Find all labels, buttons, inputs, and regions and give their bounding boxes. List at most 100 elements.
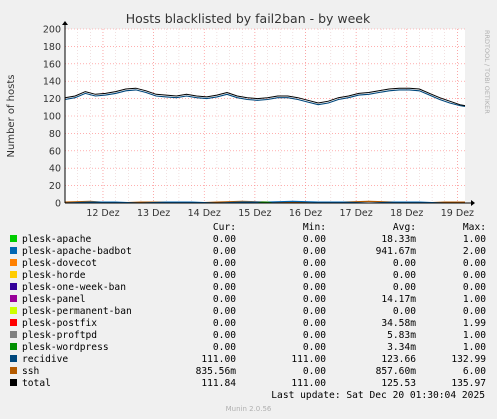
legend-swatch [10, 306, 17, 314]
legend-max-value: 1.00 [462, 330, 486, 341]
legend-cur-value: 0.00 [212, 246, 236, 257]
legend-cur-value: 0.00 [212, 258, 236, 269]
legend-cur-value: 0.00 [212, 282, 236, 293]
legend-table: Cur: Min: Avg: Max: plesk-apache 0.00 0.00… [10, 222, 486, 390]
legend-name-cell: plesk-dovecot [10, 258, 170, 270]
legend-header-spacer [10, 222, 170, 234]
legend-cur-value: 0.00 [212, 330, 236, 341]
legend-name: plesk-proftpd [22, 330, 98, 341]
legend-name-cell: plesk-permanent-ban [10, 306, 170, 318]
legend-swatch [10, 246, 17, 254]
x-tick-label: 12 Dez [86, 208, 119, 219]
legend-swatch [10, 294, 17, 302]
legend-swatch [10, 342, 17, 350]
legend-max-value: 135.97 [451, 378, 486, 389]
legend-row: total 111.84 111.00 125.53 135.97 [10, 378, 486, 390]
y-tick-label: 60 [49, 146, 61, 157]
legend-avg-value: 941.67m [375, 246, 416, 257]
legend-cur-value: 111.00 [201, 354, 236, 365]
legend-cur-value: 0.00 [212, 318, 236, 329]
legend-swatch [10, 378, 17, 386]
y-tick-label: 20 [49, 181, 61, 192]
legend-row: plesk-dovecot 0.00 0.00 0.00 0.00 [10, 258, 486, 270]
legend-avg-value: 123.66 [381, 354, 416, 365]
legend-row: plesk-horde 0.00 0.00 0.00 0.00 [10, 270, 486, 282]
x-tick-label: 18 Dez [390, 208, 423, 219]
y-tick-label: 80 [49, 129, 61, 140]
legend-max-value: 1.99 [462, 318, 486, 329]
x-tick-label: 15 Dez [238, 208, 271, 219]
legend-swatch [10, 282, 17, 290]
legend-name: ssh [22, 366, 40, 377]
legend-min-value: 0.00 [302, 258, 326, 269]
legend-name-cell: ssh [10, 366, 170, 378]
legend-row: plesk-permanent-ban 0.00 0.00 0.00 0.00 [10, 306, 486, 318]
munin-version: Munin 2.0.56 [225, 405, 272, 413]
legend-row: plesk-one-week-ban 0.00 0.00 0.00 0.00 [10, 282, 486, 294]
legend-row: plesk-apache 0.00 0.00 18.33m 1.00 [10, 234, 486, 246]
legend-name: plesk-panel [22, 294, 86, 305]
legend-cur-value: 0.00 [212, 306, 236, 317]
legend-max-value: 0.00 [462, 306, 486, 317]
legend-row: ssh 835.56m 0.00 857.60m 6.00 [10, 366, 486, 378]
series-line-total [64, 87, 466, 107]
y-axis-label: Number of hosts [6, 75, 17, 158]
legend-min-value: 0.00 [302, 294, 326, 305]
legend-max-value: 1.00 [462, 294, 486, 305]
legend-row: plesk-proftpd 0.00 0.00 5.83m 1.00 [10, 330, 486, 342]
legend-name: plesk-permanent-ban [22, 306, 132, 317]
legend-name: plesk-apache [22, 234, 92, 245]
legend-max-value: 0.00 [462, 282, 486, 293]
legend-avg-value: 125.53 [381, 378, 416, 389]
legend-body: Cur: Min: Avg: Max: plesk-apache 0.00 0.00… [10, 222, 486, 390]
legend-name: total [22, 378, 51, 389]
legend-name-cell: plesk-proftpd [10, 330, 170, 342]
legend-min-value: 0.00 [302, 342, 326, 353]
legend-avg-value: 5.83m [387, 330, 416, 341]
legend-row: recidive 111.00 111.00 123.66 132.99 [10, 354, 486, 366]
legend-avg-value: 0.00 [392, 306, 416, 317]
legend-avg-value: 0.00 [392, 258, 416, 269]
x-tick-label: 19 Dez [441, 208, 474, 219]
legend-name-cell: plesk-panel [10, 294, 170, 306]
legend-row: plesk-panel 0.00 0.00 14.17m 1.00 [10, 294, 486, 306]
legend-name-cell: total [10, 378, 170, 390]
axes: 0 20 40 60 80 100 120 140 160 180 200 12 Dez 13 Dez 1… [43, 21, 475, 219]
legend-name-cell: plesk-one-week-ban [10, 282, 170, 294]
legend-min-value: 0.00 [302, 270, 326, 281]
legend-avg-value: 34.58m [381, 318, 416, 329]
legend-swatch [10, 318, 17, 326]
legend-min-value: 0.00 [302, 234, 326, 245]
y-tick-label: 120 [43, 94, 61, 105]
legend-name: plesk-wordpress [22, 342, 109, 353]
legend-header-max: Max: [462, 222, 486, 233]
y-tick-label: 180 [43, 42, 61, 53]
x-axis-arrow-icon [471, 200, 475, 206]
x-tick-label: 16 Dez [289, 208, 322, 219]
legend-max-value: 6.00 [462, 366, 486, 377]
legend-cur-value: 0.00 [212, 270, 236, 281]
legend-header-cur: Cur: [212, 222, 236, 233]
legend-name-cell: plesk-horde [10, 270, 170, 282]
y-tick-label: 100 [43, 112, 61, 123]
legend-avg-value: 857.60m [375, 366, 416, 377]
x-tick-label: 14 Dez [188, 208, 221, 219]
legend-row: plesk-wordpress 0.00 0.00 3.34m 1.00 [10, 342, 486, 354]
legend-max-value: 2.00 [462, 246, 486, 257]
legend-swatch [10, 258, 17, 266]
legend-cur-value: 0.00 [212, 342, 236, 353]
legend-swatch [10, 330, 17, 338]
chart-title: Hosts blacklisted by fail2ban - by week [126, 11, 371, 26]
legend-cur-value: 111.84 [201, 378, 236, 389]
legend-avg-value: 18.33m [381, 234, 416, 245]
legend-max-value: 132.99 [451, 354, 486, 365]
legend-name-cell: recidive [10, 354, 170, 366]
x-tick-label: 13 Dez [137, 208, 170, 219]
legend-cur-value: 835.56m [195, 366, 236, 377]
y-axis-arrow-icon [62, 21, 68, 25]
y-tick-label: 140 [43, 77, 61, 88]
legend-header-min: Min: [302, 222, 326, 233]
legend-swatch [10, 234, 17, 242]
legend-avg-value: 14.17m [381, 294, 416, 305]
